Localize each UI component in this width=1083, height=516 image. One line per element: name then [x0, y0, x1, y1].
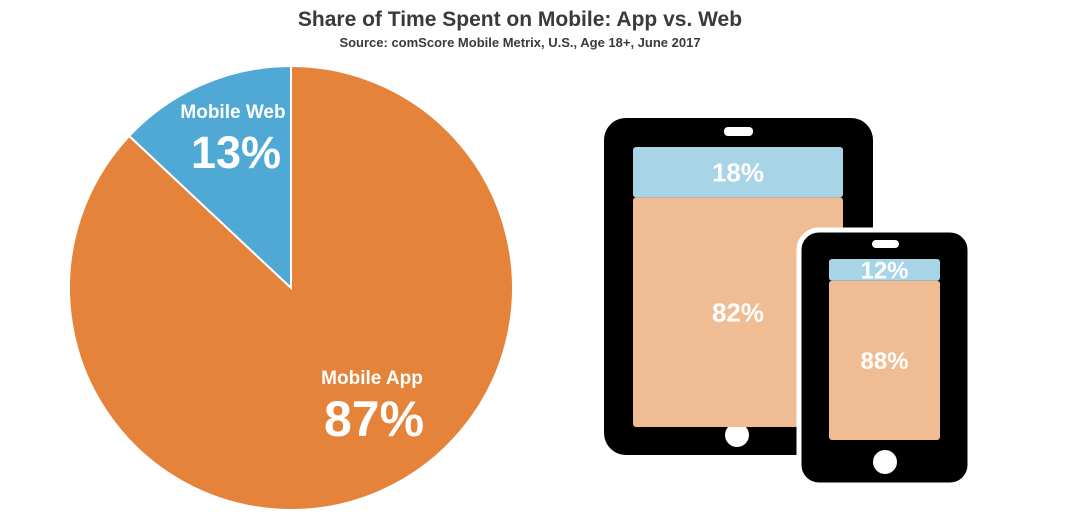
- tablet-speaker: [724, 127, 753, 136]
- phone-bar-segment-1: [829, 259, 940, 281]
- slice-label-mobile-web: Mobile Web: [180, 102, 285, 123]
- phone-bar-stack: 12% 88%: [829, 258, 940, 440]
- slice-value-mobile-web: 13%: [191, 127, 281, 178]
- phone-bar-label-1: 12%: [860, 258, 908, 285]
- pie-slice-mobile-app: [68, 64, 514, 511]
- phone-speaker: [872, 240, 899, 248]
- pie-slice-mobile-web: [127, 64, 292, 291]
- phone-device: 12% 88%: [796, 227, 973, 488]
- tablet-bar-label-2: 82%: [712, 298, 764, 328]
- tablet-bar-label-1: 18%: [712, 158, 764, 188]
- tablet-bar-stack: 18% 82%: [633, 147, 843, 427]
- chart-subtitle: Source: comScore Mobile Metrix, U.S., Ag…: [339, 35, 701, 50]
- phone-home-button: [873, 450, 897, 474]
- tablet-bar-segment-2: [633, 197, 843, 427]
- tablet-bar-segment-1: [633, 147, 843, 198]
- tablet-home-button: [725, 423, 749, 447]
- slice-value-mobile-app: 87%: [324, 391, 424, 447]
- slice-label-mobile-app: Mobile App: [321, 368, 423, 389]
- chart-title: Share of Time Spent on Mobile: App vs. W…: [297, 8, 743, 31]
- phone-bar-segment-2: [829, 280, 940, 440]
- phone-bar-label-2: 88%: [860, 348, 908, 375]
